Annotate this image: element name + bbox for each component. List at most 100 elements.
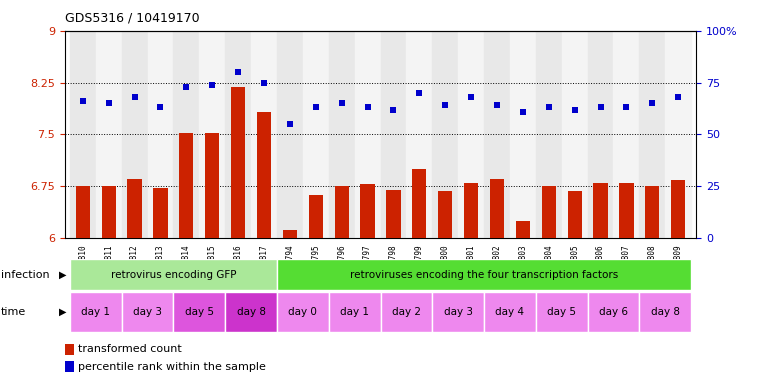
Bar [438,191,452,238]
Point [284,121,296,127]
Bar [568,191,581,238]
Point [620,104,632,111]
Point [646,100,658,106]
Point [594,104,607,111]
Bar [380,31,406,238]
Point [465,94,477,100]
Point [206,81,218,88]
Bar [432,31,458,238]
Bar [75,185,90,238]
Bar [516,221,530,238]
Bar [329,292,380,332]
Text: time: time [1,307,26,317]
Bar [639,31,665,238]
Bar [587,31,613,238]
Bar [277,292,329,332]
Bar [645,186,660,238]
Bar [587,292,639,332]
Point [232,69,244,75]
Bar [536,292,587,332]
Text: day 8: day 8 [237,307,266,317]
Bar [613,31,639,238]
Text: day 5: day 5 [185,307,214,317]
Bar [70,292,122,332]
Bar [490,179,504,238]
Point [258,79,270,86]
Point [568,106,581,113]
Bar [122,31,148,238]
Bar [101,186,116,238]
Bar [355,31,380,238]
Text: percentile rank within the sample: percentile rank within the sample [78,362,266,372]
Point [103,100,115,106]
Bar [122,292,174,332]
Bar [309,195,323,238]
Bar [412,169,426,238]
Point [310,104,322,111]
Point [543,104,555,111]
Point [129,94,141,100]
Point [77,98,89,104]
Bar [380,292,432,332]
Text: day 8: day 8 [651,307,680,317]
Point [672,94,684,100]
Bar [199,31,225,238]
Bar [231,88,245,238]
Bar [665,31,691,238]
Text: GDS5316 / 10419170: GDS5316 / 10419170 [65,12,199,25]
Bar [127,179,142,238]
Bar [154,188,167,238]
Text: ▶: ▶ [59,270,67,280]
Bar [277,31,303,238]
Bar [96,31,122,238]
Bar [458,31,484,238]
Bar [639,292,691,332]
Bar [225,31,251,238]
Bar [70,259,277,290]
Text: day 2: day 2 [392,307,421,317]
Bar [484,31,510,238]
Text: retrovirus encoding GFP: retrovirus encoding GFP [110,270,236,280]
Text: day 0: day 0 [288,307,317,317]
Point [413,90,425,96]
Bar [387,190,400,238]
Bar [174,292,225,332]
Text: infection: infection [1,270,49,280]
Bar [205,133,219,238]
Bar [562,31,587,238]
Text: day 3: day 3 [444,307,473,317]
Bar [180,133,193,238]
Point [439,102,451,108]
Point [361,104,374,111]
Point [154,104,167,111]
Text: day 5: day 5 [547,307,576,317]
Text: retroviruses encoding the four transcription factors: retroviruses encoding the four transcrip… [350,270,618,280]
Bar [594,183,607,238]
Text: day 1: day 1 [81,307,110,317]
Bar [329,31,355,238]
Bar [671,180,686,238]
Bar [277,259,691,290]
Bar [464,183,478,238]
Text: day 6: day 6 [599,307,628,317]
Bar [619,183,634,238]
Text: transformed count: transformed count [78,344,182,354]
Bar [510,31,536,238]
Bar [406,31,432,238]
Bar [542,185,556,238]
Bar [283,230,297,238]
Point [180,84,193,90]
Text: ▶: ▶ [59,307,67,317]
Bar [174,31,199,238]
Bar [484,292,536,332]
Bar [257,112,271,238]
Point [491,102,503,108]
Bar [70,31,96,238]
Bar [536,31,562,238]
Bar [251,31,277,238]
Bar [148,31,174,238]
Bar [432,292,484,332]
Bar [225,292,277,332]
Bar [335,186,349,238]
Text: day 1: day 1 [340,307,369,317]
